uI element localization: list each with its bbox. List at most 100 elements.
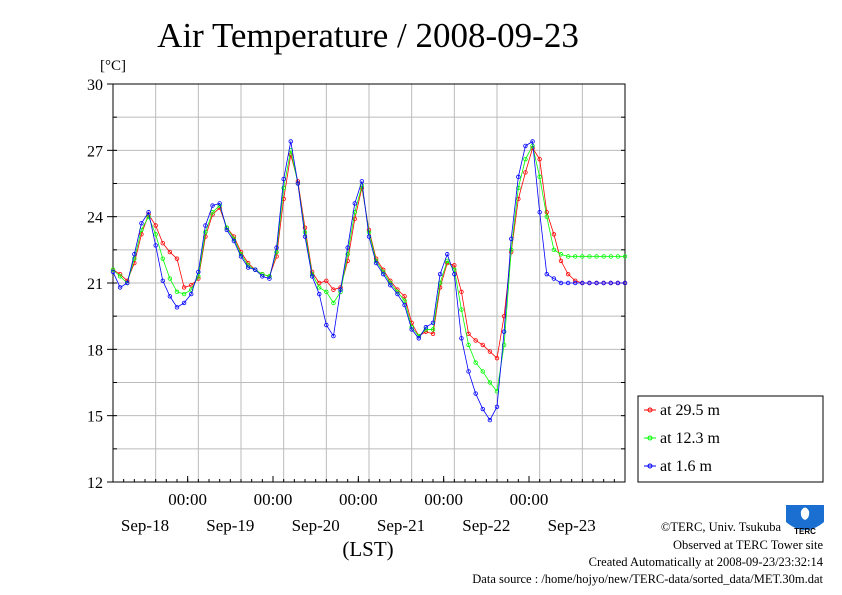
series-line xyxy=(112,144,625,393)
data-point xyxy=(139,221,144,226)
data-point xyxy=(430,320,436,325)
y-tick-label: 24 xyxy=(87,210,103,227)
data-point xyxy=(125,280,130,286)
data-point xyxy=(622,254,628,259)
data-point xyxy=(402,298,407,303)
data-point xyxy=(274,245,279,250)
x-axis-label: (LST) xyxy=(342,537,393,561)
data-point xyxy=(551,276,557,281)
data-point xyxy=(345,245,350,250)
data-point xyxy=(452,271,457,277)
data-point xyxy=(565,271,571,277)
data-point xyxy=(160,256,165,261)
data-point xyxy=(167,249,173,255)
data-point xyxy=(352,216,357,222)
data-point xyxy=(459,307,464,312)
data-point xyxy=(501,329,507,334)
x-tick-date-label: Sep-20 xyxy=(292,516,340,535)
data-point xyxy=(587,254,592,259)
data-point xyxy=(452,263,457,268)
data-point xyxy=(317,291,322,297)
data-point xyxy=(587,280,592,286)
legend-label: at 29.5 m xyxy=(660,402,721,419)
data-point xyxy=(480,342,485,348)
data-point xyxy=(487,380,493,385)
data-point xyxy=(174,305,180,310)
data-point xyxy=(167,276,173,281)
legend-item: at 1.6 m xyxy=(644,458,713,475)
data-point xyxy=(544,210,549,215)
data-point xyxy=(537,174,542,180)
data-point xyxy=(352,201,357,206)
data-point xyxy=(117,274,123,279)
data-point xyxy=(544,271,549,277)
data-point xyxy=(317,285,322,290)
data-point xyxy=(409,327,414,332)
data-point xyxy=(388,283,393,288)
data-point xyxy=(167,294,173,299)
y-tick-label: 18 xyxy=(87,342,103,359)
data-point xyxy=(580,254,585,259)
data-point xyxy=(224,227,229,233)
legend-item: at 12.3 m xyxy=(644,430,721,447)
data-point xyxy=(558,252,564,257)
data-point xyxy=(302,234,308,239)
y-axis-ticks: 12 15 18 21 24 27 30 xyxy=(87,77,625,492)
x-tick-time-label: 00:00 xyxy=(510,490,549,509)
data-point xyxy=(117,285,123,290)
data-point xyxy=(153,223,158,228)
data-point xyxy=(324,289,329,295)
x-tick-date-label: Sep-23 xyxy=(548,516,596,535)
data-point xyxy=(537,210,542,215)
x-axis-ticks: 00:00 00:00 00:00 00:00 00:00 Sep-18 Sep-19 Sep… xyxy=(112,476,626,535)
data-point xyxy=(245,265,251,270)
data-point xyxy=(494,404,500,410)
legend-marker xyxy=(647,407,653,413)
data-point xyxy=(437,280,443,286)
data-point xyxy=(537,156,542,162)
y-tick-label: 30 xyxy=(87,77,103,94)
data-point xyxy=(423,325,429,330)
data-point xyxy=(189,291,194,297)
data-point xyxy=(345,258,350,264)
data-point xyxy=(615,254,621,259)
y-tick-label: 21 xyxy=(87,276,103,293)
data-point xyxy=(288,139,293,144)
data-point xyxy=(622,280,628,286)
data-point xyxy=(295,181,301,186)
series-line xyxy=(112,140,625,421)
data-point xyxy=(395,291,400,297)
data-point xyxy=(181,285,187,290)
data-point xyxy=(309,274,315,279)
logo-text: TERC xyxy=(794,527,816,536)
data-point xyxy=(324,278,329,283)
data-point xyxy=(430,327,436,332)
data-point xyxy=(544,214,549,219)
data-point xyxy=(288,152,293,157)
data-point xyxy=(573,278,578,283)
grid-lines xyxy=(112,83,626,483)
data-point xyxy=(402,302,407,308)
legend-label: at 12.3 m xyxy=(660,430,721,447)
legend-marker xyxy=(647,435,653,441)
terc-logo: TERC xyxy=(786,505,824,536)
x-tick-date-label: Sep-22 xyxy=(462,516,510,535)
data-point xyxy=(366,234,372,239)
data-point xyxy=(331,287,336,292)
data-point xyxy=(146,210,151,215)
data-point xyxy=(459,289,464,295)
data-point xyxy=(501,342,507,348)
legend: at 29.5 m at 12.3 m at 1.6 m xyxy=(637,395,824,483)
data-point xyxy=(189,283,194,288)
data-point xyxy=(487,417,493,423)
data-point xyxy=(231,238,237,244)
data-point xyxy=(274,249,279,255)
data-point xyxy=(530,139,535,144)
footer-created: Created Automatically at 2008-09-23/23:3… xyxy=(589,555,824,569)
data-point xyxy=(445,252,450,257)
data-point xyxy=(608,280,613,286)
data-point xyxy=(238,254,244,259)
data-point xyxy=(473,338,478,343)
legend-item: at 29.5 m xyxy=(644,402,721,419)
data-point xyxy=(132,252,137,257)
